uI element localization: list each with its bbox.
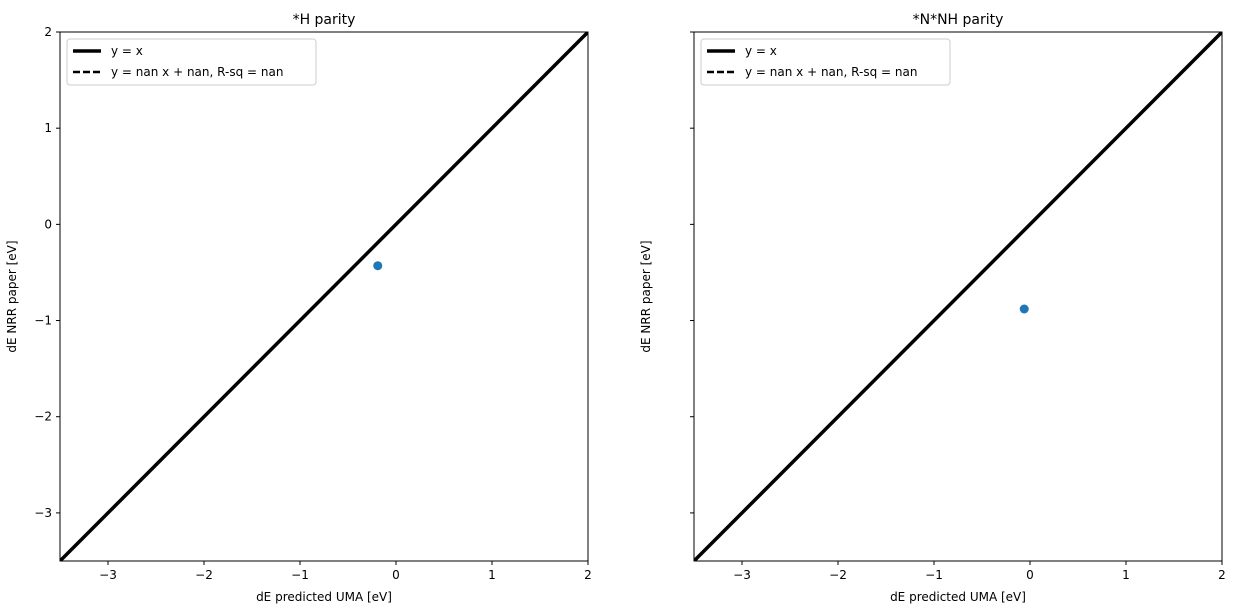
legend: y = x y = nan x + nan, R-sq = nan bbox=[700, 38, 951, 86]
y-axis-label: dE NRR paper [eV] bbox=[639, 240, 653, 352]
y-tick-label: −3 bbox=[34, 506, 52, 520]
x-tick-label: −1 bbox=[925, 568, 943, 582]
x-tick-label: −3 bbox=[99, 568, 117, 582]
identity-line bbox=[694, 32, 1222, 561]
x-tick-label: −2 bbox=[829, 568, 847, 582]
y-axis-label: dE NRR paper [eV] bbox=[5, 240, 19, 352]
x-axis-label: dE predicted UMA [eV] bbox=[256, 590, 392, 604]
legend-label: y = x bbox=[745, 44, 777, 58]
chart-title: *H parity bbox=[293, 12, 356, 28]
x-tick-label: 2 bbox=[584, 568, 592, 582]
x-tick-label: 0 bbox=[392, 568, 400, 582]
axes-frame bbox=[59, 31, 589, 562]
legend-label: y = x bbox=[111, 44, 143, 58]
y-tick-label: 0 bbox=[44, 217, 52, 231]
axes-frame bbox=[693, 31, 1223, 562]
subplot-2: −3 −2 −1 0 1 2 *N*NH parity dE predicted UMA [e… bbox=[639, 12, 1226, 604]
legend-box bbox=[66, 38, 317, 86]
x-tick-label: 1 bbox=[488, 568, 496, 582]
x-tick-label: 1 bbox=[1122, 568, 1130, 582]
subplot-1: −3 −2 −1 0 1 2 −3 −2 −1 0 1 2 *H parity dE predicted … bbox=[5, 12, 592, 604]
data-point bbox=[373, 261, 383, 271]
x-tick-label: 0 bbox=[1026, 568, 1034, 582]
y-tick-label: −1 bbox=[34, 314, 52, 328]
x-tick-label: −2 bbox=[195, 568, 213, 582]
y-tick-label: 1 bbox=[44, 121, 52, 135]
identity-line bbox=[60, 32, 588, 561]
chart-title: *N*NH parity bbox=[913, 12, 1004, 28]
legend-label: y = nan x + nan, R-sq = nan bbox=[745, 65, 917, 79]
x-tick-label: −1 bbox=[291, 568, 309, 582]
y-tick-label: 2 bbox=[44, 25, 52, 39]
legend-box bbox=[700, 38, 951, 86]
legend: y = x y = nan x + nan, R-sq = nan bbox=[66, 38, 317, 86]
x-tick-label: 2 bbox=[1218, 568, 1226, 582]
y-tick-label: −2 bbox=[34, 410, 52, 424]
x-tick-label: −3 bbox=[733, 568, 751, 582]
data-point bbox=[1019, 304, 1029, 314]
x-axis-label: dE predicted UMA [eV] bbox=[890, 590, 1026, 604]
legend-label: y = nan x + nan, R-sq = nan bbox=[111, 65, 283, 79]
